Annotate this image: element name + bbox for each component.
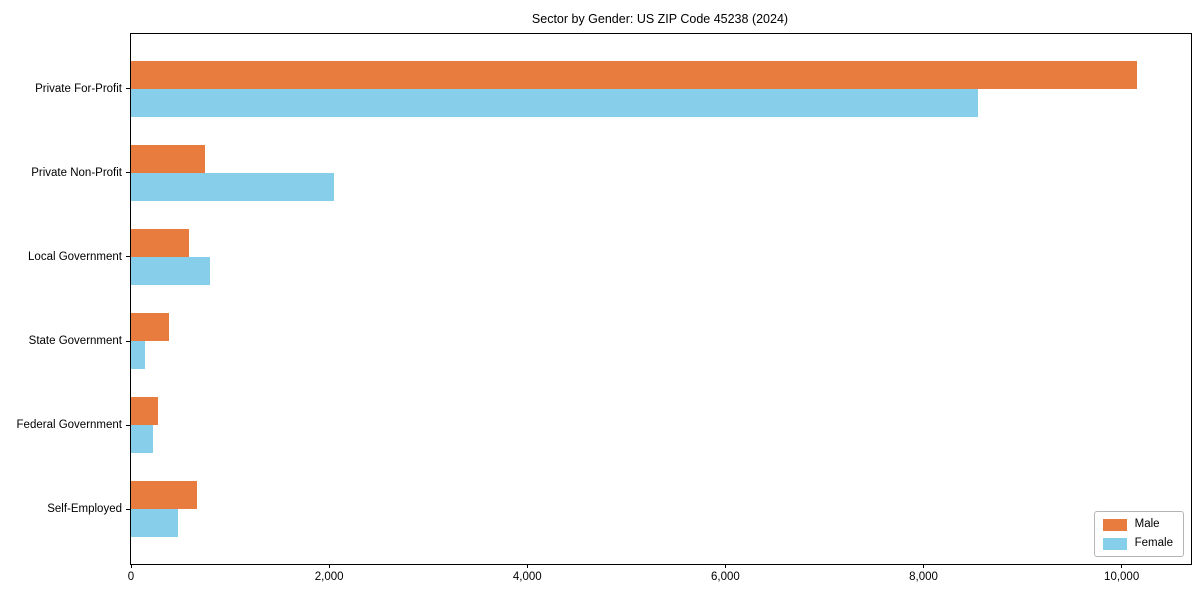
bar-male-2: [131, 144, 206, 173]
x-axis-tick-label: 2,000: [314, 571, 344, 583]
y-axis-category-label: State Government: [28, 335, 122, 348]
x-axis-tick: [923, 564, 925, 568]
legend: Male Female: [1093, 511, 1184, 557]
x-axis-tick: [724, 564, 726, 568]
bar-female-4: [131, 341, 145, 370]
y-axis-tick: [126, 88, 131, 90]
x-axis-tick: [130, 564, 132, 568]
y-axis-tick: [126, 340, 131, 342]
legend-label-female: Female: [1134, 537, 1173, 549]
y-axis-tick: [126, 256, 131, 258]
legend-swatch-female: [1102, 537, 1127, 550]
x-axis-tick: [1121, 564, 1123, 568]
legend-entry-female: Female: [1102, 537, 1173, 550]
y-axis-tick: [126, 508, 131, 510]
x-axis-tick-label: 4,000: [512, 571, 542, 583]
y-axis-category-label: Private Non-Profit: [31, 166, 122, 179]
bar-female-2: [131, 172, 335, 201]
x-axis-tick-label: 6,000: [711, 571, 740, 583]
bar-male-3: [131, 228, 190, 257]
bar-male-4: [131, 313, 169, 342]
y-axis-category-label: Local Government: [28, 250, 122, 263]
legend-entry-male: Male: [1102, 518, 1173, 531]
bar-male-5: [131, 397, 158, 426]
plot-area: Male Female Private For-Profit Private Non…: [17, 33, 1192, 583]
legend-swatch-male: [1102, 518, 1127, 531]
y-axis-tick: [126, 424, 131, 426]
x-axis-tick-label: 0: [127, 571, 135, 583]
y-axis-category-label: Federal Government: [16, 419, 122, 432]
y-axis-category-label: Private For-Profit: [35, 82, 122, 95]
bar-female-1: [131, 88, 978, 117]
bar-female-6: [131, 509, 178, 538]
bar-male-6: [131, 481, 198, 510]
y-axis-tick: [126, 172, 131, 174]
x-axis-tick-label: 10,000: [1104, 571, 1140, 583]
x-axis-tick: [328, 564, 330, 568]
y-axis-category-label: Self-Employed: [47, 503, 122, 516]
bar-female-5: [131, 425, 153, 454]
bar-male-1: [131, 60, 1137, 89]
x-axis-tick: [526, 564, 528, 568]
bar-female-3: [131, 256, 211, 285]
legend-label-male: Male: [1134, 518, 1160, 530]
x-axis-tick-label: 8,000: [909, 571, 938, 583]
chart-title: Sector by Gender: US ZIP Code 45238 (202…: [531, 12, 789, 26]
